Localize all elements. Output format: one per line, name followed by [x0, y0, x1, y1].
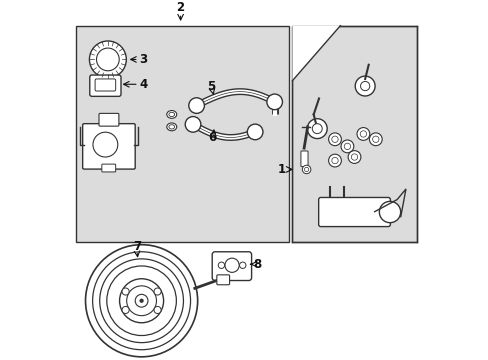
Text: 5: 5 [206, 80, 214, 93]
FancyBboxPatch shape [318, 198, 389, 226]
Circle shape [302, 165, 310, 174]
FancyBboxPatch shape [212, 252, 251, 280]
Circle shape [344, 143, 350, 149]
Circle shape [312, 124, 322, 134]
Circle shape [350, 154, 357, 160]
Circle shape [360, 131, 366, 137]
FancyBboxPatch shape [82, 124, 135, 169]
Circle shape [122, 288, 129, 295]
Circle shape [328, 154, 341, 167]
Circle shape [331, 157, 338, 164]
Circle shape [218, 262, 224, 269]
Circle shape [224, 258, 239, 273]
Circle shape [93, 132, 118, 157]
Ellipse shape [166, 111, 176, 118]
Circle shape [328, 133, 341, 146]
Circle shape [340, 140, 353, 153]
Ellipse shape [166, 123, 176, 131]
Circle shape [266, 94, 282, 110]
FancyBboxPatch shape [99, 113, 119, 126]
Circle shape [96, 48, 119, 71]
Circle shape [304, 167, 308, 172]
Text: 1: 1 [278, 163, 285, 176]
FancyBboxPatch shape [300, 151, 307, 167]
Text: 6: 6 [208, 131, 216, 144]
Ellipse shape [168, 112, 174, 117]
Text: 8: 8 [252, 258, 261, 271]
Text: 7: 7 [133, 240, 141, 253]
Circle shape [331, 136, 338, 143]
Text: 4: 4 [139, 78, 147, 91]
Circle shape [122, 306, 129, 314]
Circle shape [372, 136, 378, 143]
Text: 2: 2 [176, 1, 184, 14]
Circle shape [89, 41, 126, 78]
Circle shape [368, 133, 382, 146]
Circle shape [306, 119, 326, 139]
Circle shape [154, 288, 161, 295]
Circle shape [188, 98, 204, 113]
Circle shape [139, 299, 143, 303]
Circle shape [356, 127, 369, 140]
Circle shape [85, 245, 197, 357]
Polygon shape [292, 26, 340, 81]
Bar [76, 26, 288, 242]
FancyBboxPatch shape [90, 75, 121, 96]
FancyBboxPatch shape [102, 164, 116, 172]
Circle shape [247, 124, 263, 140]
FancyBboxPatch shape [216, 275, 229, 285]
Circle shape [185, 117, 201, 132]
Circle shape [360, 81, 369, 91]
Ellipse shape [168, 125, 174, 129]
Circle shape [126, 286, 156, 316]
Circle shape [354, 76, 374, 96]
FancyBboxPatch shape [95, 79, 116, 91]
Circle shape [154, 306, 161, 314]
Circle shape [379, 201, 400, 223]
Text: 3: 3 [139, 53, 147, 66]
Circle shape [120, 279, 163, 323]
Circle shape [135, 294, 148, 307]
Circle shape [347, 150, 360, 163]
Circle shape [239, 262, 245, 269]
Bar [292, 26, 416, 242]
